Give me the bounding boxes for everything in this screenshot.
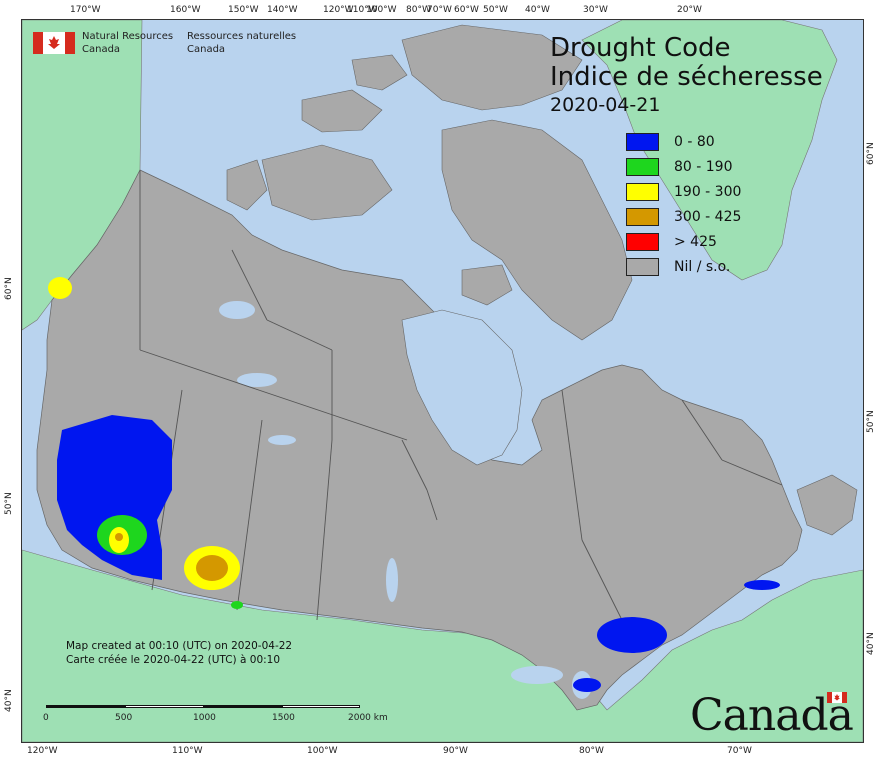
bottom-tick-120w: 120°W [27,746,58,756]
scale-label: 0 [43,713,49,723]
drought-yukon-spot [48,277,72,299]
bottom-tick-80w: 80°W [579,746,604,756]
legend-label: 80 - 190 [674,159,733,175]
legend-swatch [626,133,659,151]
top-tick-160w: 160°W [170,5,201,15]
legend-swatch [626,158,659,176]
org-name-en-1: Natural Resources [82,31,174,42]
baffin-island [441,119,633,341]
arctic-island-a [301,89,383,133]
great-bear-lake [219,301,255,319]
lake-athabasca [268,435,296,445]
scale-bar-segment [125,705,204,708]
top-tick-110w: 110°W [347,5,378,15]
usa-land [22,549,863,742]
drought-maritimes-low [744,580,780,590]
scale-label: 1500 [272,713,295,723]
scale-bar-segment [282,705,360,708]
title-english: Drought Code [550,33,731,63]
bottom-tick-70w: 70°W [727,746,752,756]
title-date: 2020-04-21 [550,94,661,116]
victoria-island [261,144,393,221]
bottom-tick-90w: 90°W [443,746,468,756]
banks-island [226,159,268,211]
top-tick-80w: 80°W [406,5,431,15]
legend-swatch [626,183,659,201]
drought-sask-mid [231,601,243,609]
legend-label: > 425 [674,234,717,250]
lake-winnipeg [386,558,398,602]
top-tick-120w: 120°W [323,5,354,15]
org-name-fr-2: Canada [187,44,226,55]
top-tick-30w: 30°W [583,5,608,15]
drought-ontario-south [573,678,601,692]
top-tick-150w: 150°W [228,5,259,15]
top-tick-50w: 50°W [483,5,508,15]
map-title-block: Drought Code Indice de sécheresse 2020-0… [550,33,823,117]
map-canvas[interactable] [22,20,863,742]
right-tick-40n: 40°N [866,632,876,655]
drought-bc-severe [115,533,123,541]
org-name-en-2: Canada [82,44,121,55]
scale-bar-segment [46,705,125,708]
hudson-bay [401,309,523,466]
top-tick-140w: 140°W [267,5,298,15]
creation-note-fr: Carte créée le 2020-04-22 (UTC) à 00:10 [66,654,281,666]
canada-wordmark: Canada [690,690,854,741]
newfoundland-island [796,474,858,536]
legend-label: 0 - 80 [674,134,715,150]
left-tick-60n: 60°N [4,277,14,300]
scale-bar-segment [204,705,282,708]
bottom-tick-100w: 100°W [307,746,338,756]
drought-sask-severe [196,555,228,581]
wordmark-flag-icon [827,692,847,703]
top-tick-170w: 170°W [70,5,101,15]
left-tick-40n: 40°N [4,689,14,712]
creation-note: Map created at 00:10 (UTC) on 2020-04-22… [66,639,292,667]
right-tick-60n: 60°N [866,142,876,165]
southampton-island [461,264,513,306]
legend-label: Nil / s.o. [674,259,731,275]
great-slave-lake [237,373,277,387]
legend-swatch [626,258,659,276]
scale-label: 500 [115,713,133,723]
scale-label: 1000 [193,713,216,723]
top-tick-60w: 60°W [454,5,479,15]
legend-swatch [626,233,659,251]
creation-note-en: Map created at 00:10 (UTC) on 2020-04-22 [66,640,293,652]
ellesmere-island [401,24,583,111]
org-name-fr-1: Ressources naturelles [187,31,297,42]
legend-swatch [626,208,659,226]
bottom-tick-110w: 110°W [172,746,203,756]
map-area[interactable] [21,19,864,743]
top-tick-40w: 40°W [525,5,550,15]
left-tick-50n: 50°N [4,492,14,515]
arctic-island-b [351,54,408,91]
top-tick-70w: 70°W [427,5,452,15]
title-french: Indice de sécheresse [550,62,823,92]
right-tick-50n: 50°N [866,410,876,433]
legend-label: 190 - 300 [674,184,742,200]
drought-ontario-low [597,617,667,653]
legend-label: 300 - 425 [674,209,742,225]
top-tick-20w: 20°W [677,5,702,15]
lake-superior [511,666,563,684]
province-boundaries [139,170,783,621]
top-tick-100w: 100°W [366,5,397,15]
scale-bar [46,705,360,714]
scale-label: 2000 km [348,713,388,723]
canada-flag-icon [33,32,75,54]
